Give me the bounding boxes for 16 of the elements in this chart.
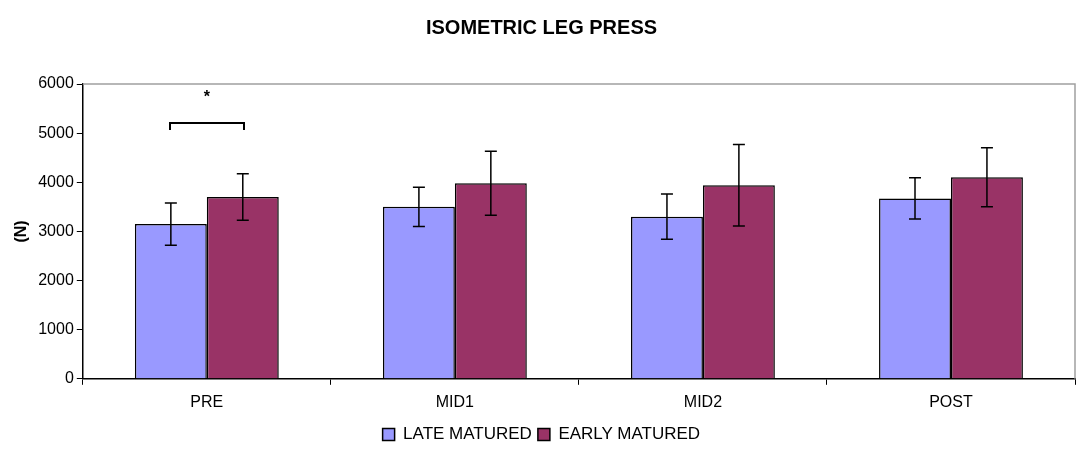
x-tick-label: PRE — [190, 392, 224, 410]
legend-label: LATE MATURED — [403, 424, 532, 444]
y-tick-label: 3000 — [38, 221, 74, 239]
y-tick-label: 6000 — [38, 74, 74, 92]
chart-title: ISOMETRIC LEG PRESS — [425, 15, 658, 38]
legend-label: EARLY MATURED — [558, 424, 701, 444]
annotation: * — [203, 88, 211, 106]
y-tick-label: 2000 — [38, 270, 74, 288]
x-tick-label: MID1 — [435, 392, 475, 410]
y-tick-label: 1000 — [38, 320, 74, 338]
y-axis-title: (N) — [12, 220, 30, 243]
y-tick-label: 5000 — [38, 123, 74, 141]
y-tick-label: 4000 — [38, 172, 74, 190]
y-tick-label: 0 — [64, 369, 74, 387]
x-tick-label: POST — [929, 392, 973, 410]
x-tick-label: MID2 — [683, 392, 723, 410]
